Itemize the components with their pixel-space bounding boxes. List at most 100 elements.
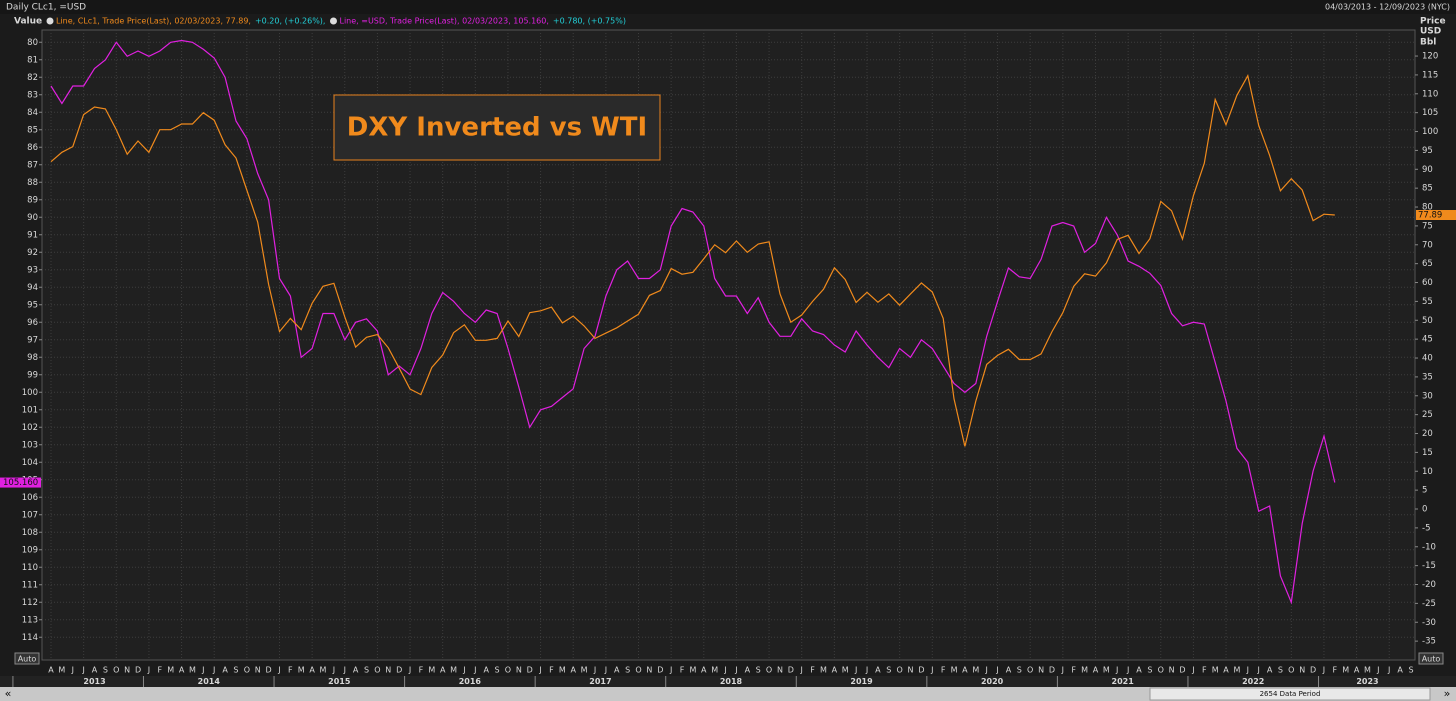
y-tick-label: 82 — [27, 73, 38, 83]
y-tick-label: 89 — [27, 195, 38, 205]
left-axis-title: Value — [14, 17, 42, 27]
y2-tick-label: 70 — [1422, 240, 1433, 250]
x-tick-label: J — [1376, 666, 1379, 675]
scroll-left[interactable]: « — [5, 687, 12, 700]
auto-button-label[interactable]: Auto — [1422, 655, 1441, 664]
x-tick-label: M — [581, 666, 588, 675]
y2-tick-label: 25 — [1422, 410, 1433, 420]
annotation: DXY Inverted vs WTI — [347, 113, 647, 143]
x-tick-label: F — [1333, 666, 1338, 675]
header-range: 04/03/2013 - 12/09/2023 (NYC) — [1325, 3, 1450, 12]
auto-button[interactable] — [1418, 652, 1444, 665]
x-tick-label: O — [113, 666, 119, 675]
x-tick-label: S — [103, 666, 108, 675]
x-tick-label: J — [930, 666, 933, 675]
legend-icon — [329, 17, 337, 25]
y2-tick-label: 95 — [1422, 146, 1433, 156]
x-tick-label: J — [604, 666, 607, 675]
x-tick-label: M — [58, 666, 65, 675]
y-tick-label: 81 — [27, 55, 38, 65]
x-tick-label: J — [277, 666, 280, 675]
x-tick-label: J — [1246, 666, 1249, 675]
x-tick-label: S — [1017, 666, 1022, 675]
x-tick-label: A — [483, 666, 489, 675]
auto-button-label[interactable]: Auto — [18, 655, 37, 664]
x-tick-label: M — [320, 666, 327, 675]
x-tick-label: S — [1408, 666, 1413, 675]
auto-button[interactable] — [14, 652, 40, 665]
y-tick-label: 86 — [27, 143, 38, 153]
y-tick-label: 98 — [27, 353, 38, 363]
y2-tick-label: 45 — [1422, 335, 1433, 345]
x-tick-label: J — [865, 666, 868, 675]
x-tick-label: A — [440, 666, 446, 675]
x-tick-label: F — [288, 666, 293, 675]
y2-tick-label: -20 — [1422, 580, 1436, 590]
x-tick-label: J — [538, 666, 541, 675]
y2-tick-label: 50 — [1422, 316, 1433, 326]
y-tick-label: 92 — [27, 248, 38, 258]
x-tick-label: O — [766, 666, 772, 675]
x-tick-label: J — [1257, 666, 1260, 675]
annotation-box — [333, 94, 661, 161]
right-axis-title: USD — [1420, 27, 1441, 37]
x-tick-label: O — [635, 666, 641, 675]
x-tick-label: A — [1223, 666, 1229, 675]
x-tick-label: J — [734, 666, 737, 675]
x-tick-label: D — [657, 666, 663, 675]
x-tick-label: F — [941, 666, 946, 675]
x-tick-label: M — [689, 666, 696, 675]
right-axis-title: Bbl — [1420, 38, 1436, 48]
y2-tick-label: 20 — [1422, 429, 1433, 439]
y-tick-label: 83 — [27, 90, 38, 100]
x-tick-label: J — [408, 666, 411, 675]
x-tick-label: N — [516, 666, 522, 675]
scroll-thumb[interactable] — [1149, 687, 1431, 701]
y2-tick-label: 60 — [1422, 278, 1433, 288]
x-tick-label: J — [1061, 666, 1064, 675]
x-tick-label: A — [353, 666, 359, 675]
x-tick-label: S — [1147, 666, 1152, 675]
scroll-right[interactable]: » — [1444, 687, 1451, 700]
x-tick-label: N — [908, 666, 914, 675]
y-tick-label: 97 — [27, 335, 38, 345]
x-tick-label: A — [614, 666, 620, 675]
y-tick-label: 107 — [22, 510, 38, 520]
x-tick-label: M — [167, 666, 174, 675]
x-tick-label: F — [1202, 666, 1207, 675]
x-tick-label: M — [1212, 666, 1219, 675]
y-tick-label: 90 — [27, 213, 38, 223]
x-tick-label: D — [918, 666, 924, 675]
y2-tick-label: 30 — [1422, 391, 1433, 401]
x-tick-label: J — [212, 666, 215, 675]
y2-tick-label: 100 — [1422, 127, 1438, 137]
y-tick-label: 111 — [22, 580, 38, 590]
y-tick-label: 85 — [27, 125, 38, 135]
x-tick-label: S — [495, 666, 500, 675]
y2-tick-label: 65 — [1422, 259, 1433, 269]
x-tick-label: A — [745, 666, 751, 675]
x-tick-label: O — [1288, 666, 1294, 675]
x-tick-label: D — [266, 666, 272, 675]
x-tick-label: N — [1038, 666, 1044, 675]
legend-change: +0.20, (+0.26%), — [255, 17, 326, 26]
x-tick-label: O — [244, 666, 250, 675]
legend-entry: Line, CLc1, Trade Price(Last), 02/03/202… — [56, 17, 251, 26]
x-tick-label: J — [1115, 666, 1118, 675]
x-tick-label: S — [625, 666, 630, 675]
x-tick-label: N — [777, 666, 783, 675]
y-tick-label: 95 — [27, 300, 38, 310]
y2-tick-label: 80 — [1422, 203, 1433, 213]
y-tick-label: 96 — [27, 318, 38, 328]
x-tick-label: A — [92, 666, 98, 675]
scroll-bar[interactable] — [0, 687, 1456, 701]
x-tick-label: A — [48, 666, 54, 675]
data-period: 2654 Data Period — [1260, 690, 1321, 698]
y-tick-label: 87 — [27, 160, 38, 170]
right-axis-title: Price — [1420, 17, 1446, 27]
y2-tick-label: -15 — [1422, 561, 1436, 571]
x-tick-label: M — [951, 666, 958, 675]
y-tick-label: 113 — [22, 615, 38, 625]
y-tick-label: 94 — [27, 283, 38, 293]
